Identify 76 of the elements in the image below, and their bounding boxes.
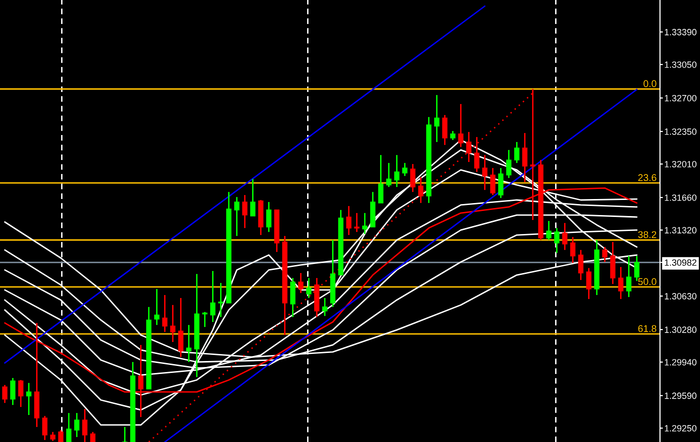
- candlestick: [474, 136, 480, 173]
- annotation: 23.6: [638, 174, 656, 182]
- candlestick: [178, 297, 184, 358]
- candlestick: [346, 205, 352, 236]
- y-tick-label: 1.31320: [664, 227, 696, 234]
- candlestick: [490, 167, 496, 196]
- y-tick-label: 1.30280: [664, 326, 696, 333]
- candlestick: [298, 272, 304, 294]
- y-tick-label: 1.33050: [664, 61, 696, 68]
- candlestick: [266, 201, 272, 233]
- candlestick: [2, 384, 8, 404]
- candlestick: [42, 415, 48, 441]
- candlestick: [250, 178, 256, 217]
- candlestick: [10, 377, 16, 406]
- y-tick-label: 1.33390: [664, 28, 696, 36]
- candlestick: [634, 255, 640, 282]
- candlestick: [578, 249, 584, 281]
- candlestick: [154, 288, 160, 326]
- candlestick: [410, 163, 416, 193]
- candlestick: [610, 241, 616, 285]
- candlestick: [402, 162, 408, 177]
- candlestick: [562, 222, 568, 251]
- candlestick: [570, 236, 576, 264]
- candlestick: [202, 311, 208, 328]
- candlestick: [482, 154, 488, 191]
- candlestick: [458, 103, 464, 148]
- candlestick: [522, 132, 528, 183]
- y-tick-label: 1.29250: [664, 425, 696, 432]
- candlestick: [58, 429, 64, 442]
- candlestick: [626, 255, 632, 298]
- candlestick: [162, 294, 168, 333]
- candlestick: [498, 167, 504, 199]
- candlestick: [26, 382, 32, 416]
- candlestick: [394, 154, 400, 188]
- candlestick: [514, 141, 520, 164]
- candlestick: [170, 304, 176, 343]
- candlestick: [210, 270, 216, 323]
- candlestick: [434, 94, 440, 143]
- candlestick: [66, 412, 72, 442]
- candlestick: [18, 379, 24, 408]
- candlestick: [466, 131, 472, 163]
- y-tick-label: 1.32010: [664, 160, 696, 168]
- y-tick-label: 1.31660: [664, 194, 696, 201]
- y-tick-label: 1.30982: [664, 259, 696, 266]
- candlestick: [234, 196, 240, 237]
- annotation: 50.0: [638, 278, 656, 286]
- annotation: 61.8: [638, 325, 656, 332]
- candlestick: [386, 162, 392, 188]
- candlestick: [218, 282, 224, 318]
- candlestick: [186, 324, 192, 363]
- candlestick: [378, 154, 384, 204]
- candlestick: [418, 176, 424, 204]
- candlestick: [290, 277, 296, 318]
- y-tick-label: 1.32700: [664, 94, 696, 102]
- y-tick-label: 1.29940: [664, 359, 696, 366]
- annotation: 38.2: [638, 231, 656, 238]
- candlestick: [586, 267, 592, 300]
- candlestick: [554, 227, 560, 254]
- candlestick: [362, 212, 368, 235]
- candlestick: [74, 412, 80, 438]
- candlestick: [618, 266, 624, 300]
- candlestick: [306, 277, 312, 299]
- candlestick: [242, 194, 248, 229]
- candlestick: [90, 431, 96, 442]
- candlestick: [546, 220, 552, 241]
- candlestick: [354, 212, 360, 233]
- candlestick: [122, 426, 128, 442]
- y-tick-label: 1.30630: [664, 293, 696, 300]
- candlestick: [82, 408, 88, 442]
- y-tick-label: 1.32350: [664, 128, 696, 135]
- y-tick-label: 1.29590: [664, 392, 696, 399]
- candlestick: [322, 297, 328, 317]
- candlestick: [506, 149, 512, 179]
- candlestick: [602, 246, 608, 263]
- annotation: 0.0: [644, 80, 656, 88]
- candlestick: [442, 114, 448, 146]
